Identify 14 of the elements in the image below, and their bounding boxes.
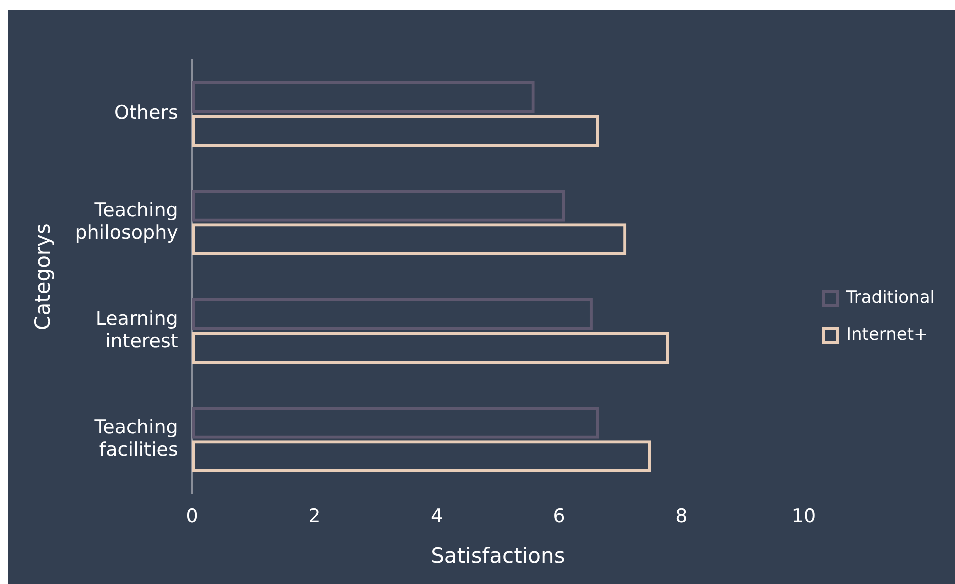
x-axis-title: Satisfactions	[431, 544, 566, 568]
y-tick-label: Others	[114, 102, 178, 124]
x-tick-label: 4	[430, 505, 444, 528]
x-tick-label: 10	[792, 505, 816, 528]
x-tick-label: 8	[676, 505, 688, 528]
x-tick-label: 2	[308, 505, 321, 528]
y-tick-label: Learning interest	[96, 308, 178, 353]
y-tick-label: Teaching facilities	[94, 416, 178, 462]
legend-label: Traditional	[845, 288, 936, 308]
x-tick-label: 0	[186, 505, 198, 528]
x-tick-label: 6	[553, 505, 566, 528]
y-tick-label: Teaching philosophy	[75, 199, 178, 244]
legend-label: Internet+	[846, 324, 928, 345]
y-axis-title: Categorys	[31, 224, 56, 330]
